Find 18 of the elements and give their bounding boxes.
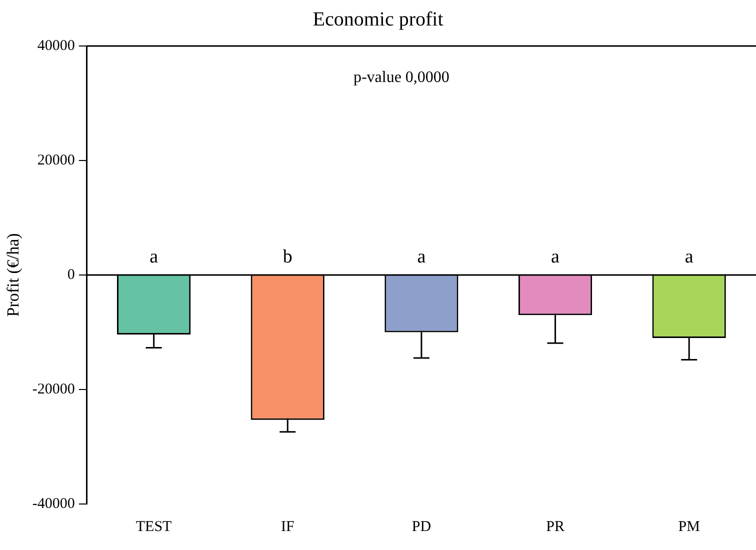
annotation: a <box>684 246 694 268</box>
x-tick-label: PM <box>678 518 700 535</box>
y-tick-label: 20000 <box>37 152 75 168</box>
x-tick-label: PR <box>546 518 564 535</box>
y-axis-title: Profit (€/ha) <box>4 233 23 317</box>
x-tick-label: PD <box>412 518 432 535</box>
annotation: b <box>282 246 292 268</box>
annotation: a <box>417 246 426 268</box>
y-tick-label: 40000 <box>37 38 75 54</box>
y-tick-label: 0 <box>67 266 75 283</box>
annotation: p-value 0,0000 <box>353 69 450 86</box>
x-tick-label: IF <box>280 518 294 535</box>
annotation: a <box>551 246 560 268</box>
annotation: a <box>150 246 159 268</box>
chart-title: Economic profit <box>312 8 444 30</box>
x-tick-label: TEST <box>136 518 172 535</box>
y-tick-label: -40000 <box>32 496 75 512</box>
y-tick-label: -20000 <box>32 381 75 398</box>
